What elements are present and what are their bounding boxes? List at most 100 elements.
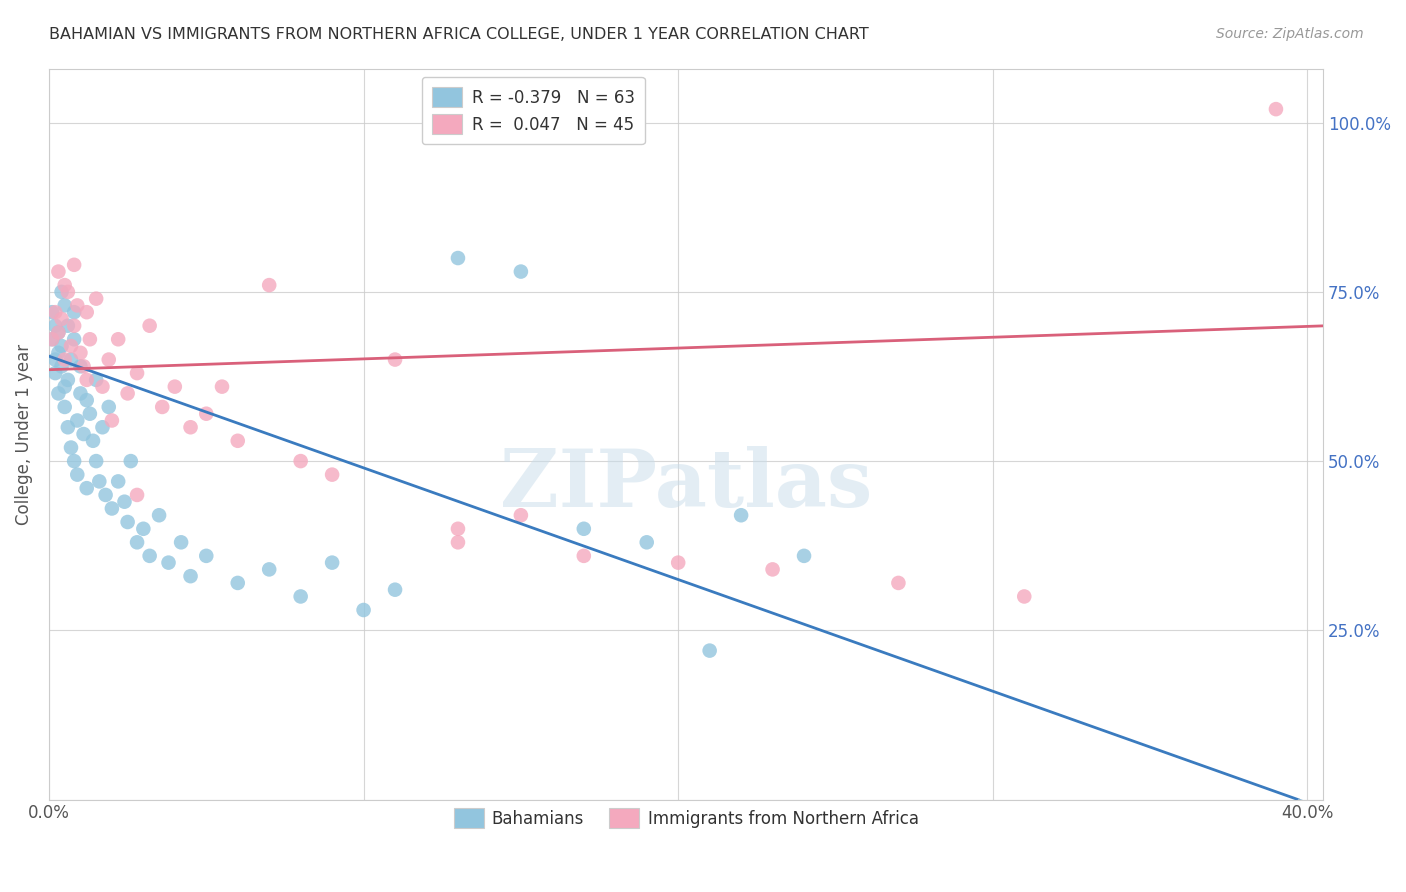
Point	[56, 285, 79, 299]
Point	[170, 535, 193, 549]
Point	[101, 413, 124, 427]
Point	[63, 258, 86, 272]
Point	[125, 366, 148, 380]
Point	[63, 454, 86, 468]
Point	[107, 332, 129, 346]
Text: BAHAMIAN VS IMMIGRANTS FROM NORTHERN AFRICA COLLEGE, UNDER 1 YEAR CORRELATION CH: BAHAMIAN VS IMMIGRANTS FROM NORTHERN AFR…	[49, 27, 869, 42]
Point	[180, 569, 202, 583]
Point	[79, 332, 101, 346]
Point	[41, 332, 63, 346]
Point	[125, 488, 148, 502]
Point	[150, 400, 173, 414]
Point	[793, 549, 815, 563]
Point	[72, 427, 94, 442]
Point	[53, 400, 76, 414]
Y-axis label: College, Under 1 year: College, Under 1 year	[15, 343, 32, 524]
Point	[120, 454, 142, 468]
Point	[63, 332, 86, 346]
Point	[384, 582, 406, 597]
Point	[48, 386, 70, 401]
Point	[730, 508, 752, 523]
Point	[226, 434, 249, 448]
Point	[76, 373, 98, 387]
Point	[69, 386, 91, 401]
Point	[761, 562, 783, 576]
Point	[66, 467, 89, 482]
Legend: Bahamians, Immigrants from Northern Africa: Bahamians, Immigrants from Northern Afri…	[447, 801, 925, 835]
Point	[89, 475, 111, 489]
Point	[117, 386, 139, 401]
Point	[59, 352, 82, 367]
Point	[51, 359, 73, 374]
Point	[51, 285, 73, 299]
Point	[1265, 102, 1288, 116]
Point	[699, 643, 721, 657]
Point	[1012, 590, 1035, 604]
Point	[59, 441, 82, 455]
Point	[84, 454, 107, 468]
Point	[82, 434, 104, 448]
Point	[94, 488, 117, 502]
Point	[48, 326, 70, 340]
Point	[44, 318, 66, 333]
Point	[125, 535, 148, 549]
Point	[132, 522, 155, 536]
Point	[44, 352, 66, 367]
Point	[69, 346, 91, 360]
Point	[195, 549, 218, 563]
Point	[148, 508, 170, 523]
Point	[41, 332, 63, 346]
Point	[48, 346, 70, 360]
Point	[447, 522, 470, 536]
Point	[84, 373, 107, 387]
Point	[107, 475, 129, 489]
Point	[887, 576, 910, 591]
Point	[91, 420, 114, 434]
Point	[56, 373, 79, 387]
Point	[321, 556, 343, 570]
Point	[76, 481, 98, 495]
Point	[53, 352, 76, 367]
Point	[163, 379, 186, 393]
Point	[41, 305, 63, 319]
Point	[53, 278, 76, 293]
Point	[72, 359, 94, 374]
Point	[353, 603, 375, 617]
Point	[157, 556, 180, 570]
Point	[447, 251, 470, 265]
Point	[84, 292, 107, 306]
Point	[114, 494, 136, 508]
Point	[101, 501, 124, 516]
Point	[509, 264, 531, 278]
Point	[53, 298, 76, 312]
Point	[195, 407, 218, 421]
Point	[79, 407, 101, 421]
Point	[63, 305, 86, 319]
Point	[117, 515, 139, 529]
Point	[226, 576, 249, 591]
Point	[59, 339, 82, 353]
Point	[76, 305, 98, 319]
Point	[180, 420, 202, 434]
Point	[138, 318, 160, 333]
Point	[44, 366, 66, 380]
Point	[290, 454, 312, 468]
Point	[447, 535, 470, 549]
Point	[53, 379, 76, 393]
Point	[572, 549, 595, 563]
Point	[97, 400, 120, 414]
Point	[509, 508, 531, 523]
Point	[572, 522, 595, 536]
Point	[76, 393, 98, 408]
Point	[257, 562, 280, 576]
Point	[97, 352, 120, 367]
Point	[211, 379, 233, 393]
Point	[666, 556, 689, 570]
Point	[56, 318, 79, 333]
Point	[51, 339, 73, 353]
Text: Source: ZipAtlas.com: Source: ZipAtlas.com	[1216, 27, 1364, 41]
Point	[138, 549, 160, 563]
Text: ZIPatlas: ZIPatlas	[501, 446, 872, 524]
Point	[48, 264, 70, 278]
Point	[636, 535, 658, 549]
